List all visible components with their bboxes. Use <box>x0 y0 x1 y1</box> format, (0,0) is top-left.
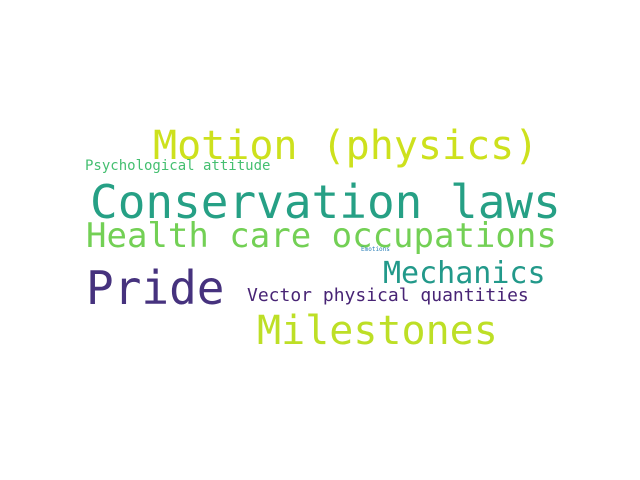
word-vector-physical-quantities: Vector physical quantities <box>247 285 529 306</box>
word-emotions: Emotions <box>361 246 390 253</box>
word-mechanics: Mechanics <box>383 256 546 291</box>
word-milestones: Milestones <box>257 308 498 354</box>
word-pride: Pride <box>86 261 225 315</box>
word-health-care-occupations: Health care occupations <box>86 216 557 256</box>
word-conservation-laws: Conservation laws <box>90 175 561 229</box>
word-motion-physics: Motion (physics) <box>153 123 539 169</box>
word-psychological-attitude: Psychological attitude <box>85 158 271 174</box>
